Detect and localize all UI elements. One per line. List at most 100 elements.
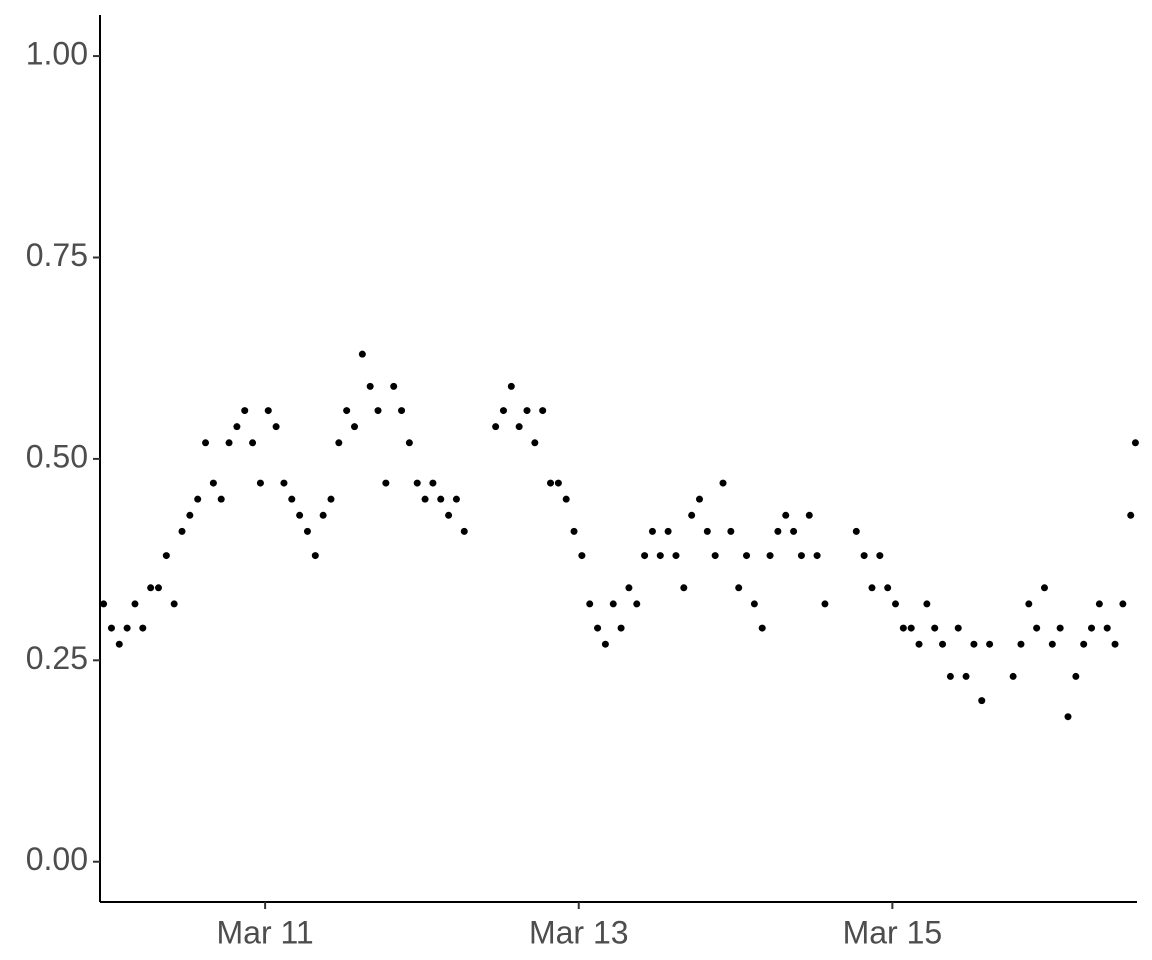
point [766,552,774,560]
point [703,527,711,535]
point [311,552,319,560]
point [688,511,696,519]
point [507,382,515,390]
point [351,423,359,431]
y-tick-label: 0.25 [26,640,88,676]
point [664,527,672,535]
point [923,600,931,608]
point [288,495,296,503]
point [1064,713,1072,721]
point [907,624,915,632]
point [586,600,594,608]
point [1033,624,1041,632]
point [523,407,531,415]
x-tick-label: Mar 15 [843,914,943,950]
point [782,511,790,519]
point [107,624,115,632]
point [390,382,398,390]
point [460,527,468,535]
point [1095,600,1103,608]
point [570,527,578,535]
point [978,697,986,705]
point [249,439,257,447]
point [445,511,453,519]
y-tick-label: 1.00 [26,36,88,72]
point [515,423,523,431]
point [233,423,241,431]
point [296,511,304,519]
point [797,552,805,560]
y-tick-label: 0.50 [26,438,88,474]
point [562,495,570,503]
point [774,527,782,535]
point [1025,600,1033,608]
point [1111,640,1119,648]
point [970,640,978,648]
point [899,624,907,632]
point [499,407,507,415]
point [405,439,413,447]
point [256,479,264,487]
point [139,624,147,632]
point [609,600,617,608]
point [821,600,829,608]
point [374,407,382,415]
point [750,600,758,608]
point [241,407,249,415]
point [695,495,703,503]
point [264,407,272,415]
point [594,624,602,632]
point [1103,624,1111,632]
point [492,423,500,431]
point [633,600,641,608]
point [437,495,445,503]
point [719,479,727,487]
point [1127,511,1135,519]
point [170,600,178,608]
point [225,439,233,447]
point [915,640,923,648]
point [209,479,217,487]
point [162,552,170,560]
point [547,479,555,487]
point [758,624,766,632]
point [123,624,131,632]
point [931,624,939,632]
point [954,624,962,632]
point [178,527,186,535]
point [319,511,327,519]
point [335,439,343,447]
point [1009,672,1017,680]
x-tick-label: Mar 11 [217,914,314,950]
point [186,511,194,519]
point [452,495,460,503]
point [217,495,225,503]
point [272,423,280,431]
point [946,672,954,680]
point [554,479,562,487]
point [805,511,813,519]
point [672,552,680,560]
point [366,382,374,390]
point [421,495,429,503]
point [648,527,656,535]
point [892,600,900,608]
point [280,479,288,487]
point [1119,600,1127,608]
point [202,439,210,447]
point [147,584,155,592]
point [327,495,335,503]
point [1072,672,1080,680]
point [1017,640,1025,648]
point [680,584,688,592]
point [131,600,139,608]
point [1131,439,1139,447]
point [429,479,437,487]
point [1040,584,1048,592]
point [727,527,735,535]
point [625,584,633,592]
point [1088,624,1096,632]
point [1056,624,1064,632]
point [852,527,860,535]
x-tick-label: Mar 13 [529,914,629,950]
